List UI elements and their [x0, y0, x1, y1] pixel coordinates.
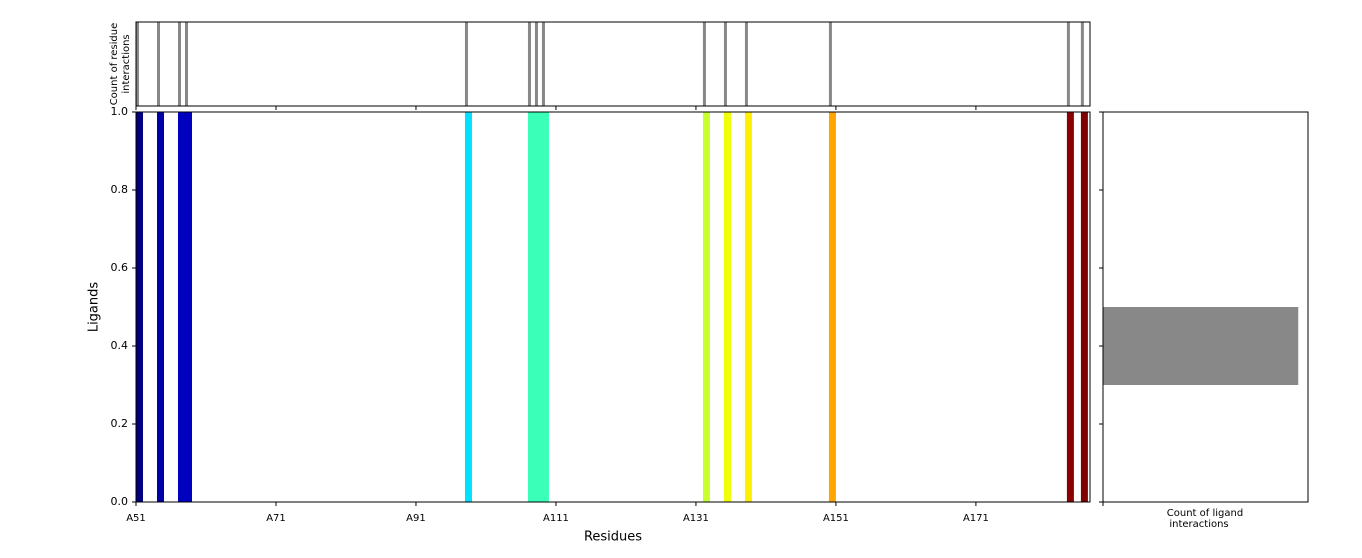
interaction-bar	[184, 112, 192, 502]
interaction-bar	[541, 112, 549, 502]
x-tick-label: A151	[823, 513, 849, 524]
x-tick-label: A131	[683, 513, 709, 524]
interaction-bar	[744, 112, 752, 502]
axes-frame	[135, 111, 1091, 503]
x-tick-label: A51	[126, 513, 146, 524]
x-tick-label: A91	[406, 513, 426, 524]
side-x-axis-label: Count of ligand	[1167, 508, 1243, 519]
residue-count-bar	[464, 22, 468, 106]
top-y-axis-label: Count of residue	[109, 23, 120, 106]
residue-count-bar	[702, 22, 706, 106]
residue-count-bar	[184, 22, 188, 106]
y-tick-label: 0.0	[111, 495, 129, 508]
residue-count-bar	[534, 22, 538, 106]
axes-frame	[135, 21, 1091, 107]
y-tick-label: 0.2	[111, 417, 129, 430]
interaction-bar	[177, 112, 185, 502]
ligand-count-bar	[1103, 307, 1299, 385]
side-x-axis-label: interactions	[1169, 519, 1228, 530]
interaction-bar	[136, 112, 143, 502]
residue-count-bar	[156, 22, 160, 106]
residue-count-bar	[723, 22, 727, 106]
residue-count-bar	[1080, 22, 1084, 106]
interaction-bar	[464, 112, 472, 502]
x-tick-label: A111	[543, 513, 569, 524]
x-tick-label: A71	[266, 513, 286, 524]
interaction-bar	[156, 112, 164, 502]
interaction-bar	[702, 112, 710, 502]
y-tick-label: 1.0	[111, 105, 129, 118]
interaction-bar	[723, 112, 731, 502]
interaction-bar	[1080, 112, 1088, 502]
x-axis-label: Residues	[584, 530, 642, 545]
residue-count-bar	[136, 22, 139, 106]
interaction-bar	[527, 112, 535, 502]
interaction-bar	[534, 112, 542, 502]
residue-count-bar	[177, 22, 181, 106]
residue-count-bar	[541, 22, 545, 106]
y-tick-label: 0.4	[111, 339, 129, 352]
interaction-bar	[1066, 112, 1074, 502]
y-axis-label: Ligands	[87, 282, 102, 333]
axes-frame	[1102, 111, 1309, 503]
x-tick-label: A171	[963, 513, 989, 524]
residue-count-bar	[828, 22, 832, 106]
y-tick-label: 0.6	[111, 261, 129, 274]
top-y-axis-label: interactions	[121, 34, 132, 93]
residue-count-bar	[1066, 22, 1070, 106]
y-tick-label: 0.8	[111, 183, 129, 196]
interaction-bar	[828, 112, 836, 502]
residue-count-bar	[527, 22, 531, 106]
residue-count-bar	[744, 22, 748, 106]
